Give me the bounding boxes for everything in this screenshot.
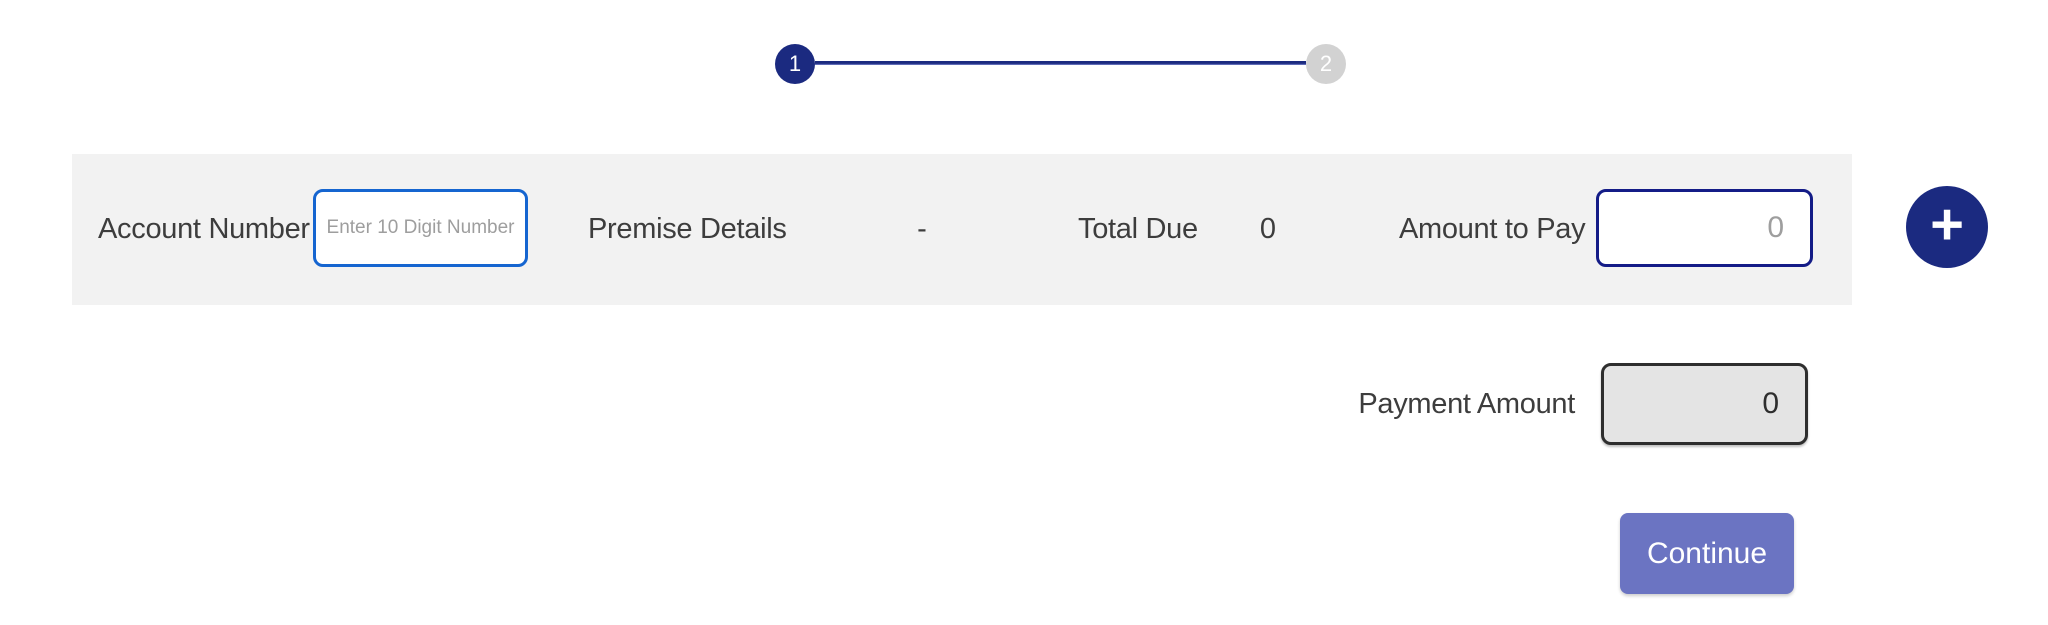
- account-number-label: Account Number: [98, 213, 310, 245]
- step-1-number: 1: [788, 51, 802, 76]
- stepper: 1 2: [0, 0, 2048, 110]
- payment-amount-label: Payment Amount: [1358, 387, 1575, 420]
- step-2-indicator: 2: [1306, 44, 1346, 84]
- amount-to-pay-label: Amount to Pay: [1399, 213, 1586, 245]
- continue-button[interactable]: Continue: [1620, 513, 1794, 594]
- account-number-input[interactable]: [313, 189, 528, 267]
- step-1-indicator: 1: [775, 44, 815, 84]
- premise-details-value: -: [917, 213, 927, 245]
- amount-to-pay-input[interactable]: [1596, 189, 1813, 267]
- payment-amount-input: [1601, 363, 1808, 445]
- stepper-connector-line: [815, 61, 1306, 65]
- step-2-number: 2: [1319, 51, 1333, 76]
- account-row: Account Number Premise Details - Total D…: [72, 154, 1852, 305]
- total-due-value: 0: [1259, 213, 1277, 245]
- add-account-button[interactable]: +: [1906, 186, 1988, 268]
- plus-icon: +: [1930, 192, 1964, 257]
- premise-details-label: Premise Details: [588, 213, 787, 245]
- total-due-label: Total Due: [1078, 213, 1198, 245]
